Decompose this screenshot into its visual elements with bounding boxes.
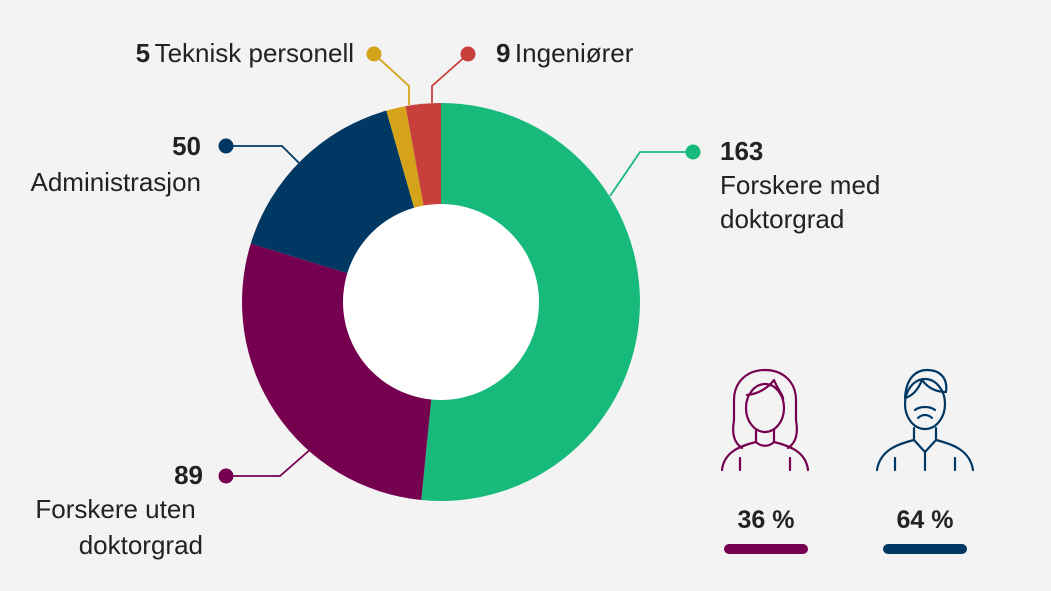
male-bar [883, 544, 967, 554]
leader-line-forskere-uten [226, 447, 313, 477]
category-label-forskere-med-line-2: doktorgrad [720, 204, 844, 234]
value-label-forskere-uten: 89 [174, 460, 203, 490]
slice-label-teknisk: 5 Teknisk personell [136, 38, 354, 68]
leader-dot-teknisk [366, 46, 382, 62]
leader-dot-administrasjon [218, 138, 234, 154]
category-label-forskere-uten-line-2: doktorgrad [79, 530, 203, 560]
leader-line-ingeniorer [431, 53, 469, 103]
category-label-forskere-med-line-1: Forskere med [720, 170, 880, 200]
value-label-forskere-med: 163 [720, 136, 763, 166]
male-stat: 64 % [875, 368, 975, 554]
category-label-forskere-uten: Forskere uten doktorgrad [35, 494, 203, 560]
category-label-administrasjon: Administrasjon [30, 167, 201, 197]
leader-line-forskere-med [609, 151, 692, 197]
leader-dots [218, 46, 701, 484]
category-label-teknisk: Teknisk personell [155, 38, 354, 68]
male-percentage: 64 % [897, 506, 954, 534]
leader-dot-ingeniorer [460, 46, 476, 62]
value-label-ingeniorer: 9 [496, 38, 510, 68]
female-bar [724, 544, 808, 554]
leader-line-administrasjon [226, 145, 301, 165]
category-label-forskere-med: Forskere med doktorgrad [720, 170, 888, 234]
leader-lines [226, 53, 692, 477]
slice-label-ingeniorer: 9 Ingeniører [496, 38, 634, 68]
donut-hole [343, 204, 539, 400]
category-label-forskere-uten-line-1: Forskere uten [35, 494, 195, 524]
female-percentage: 36 % [738, 506, 795, 534]
leader-dot-forskere-uten [218, 468, 234, 484]
slice-labels: 163 Forskere med doktorgrad 89 Forskere … [30, 38, 888, 560]
value-label-administrasjon: 50 [172, 131, 201, 161]
leader-dot-forskere-med [685, 144, 701, 160]
category-label-ingeniorer: Ingeniører [515, 38, 634, 68]
leader-line-teknisk [373, 53, 410, 105]
female-person-icon [720, 368, 810, 472]
male-person-icon [875, 368, 975, 472]
female-stat: 36 % [720, 368, 810, 554]
value-label-teknisk: 5 [136, 38, 150, 68]
